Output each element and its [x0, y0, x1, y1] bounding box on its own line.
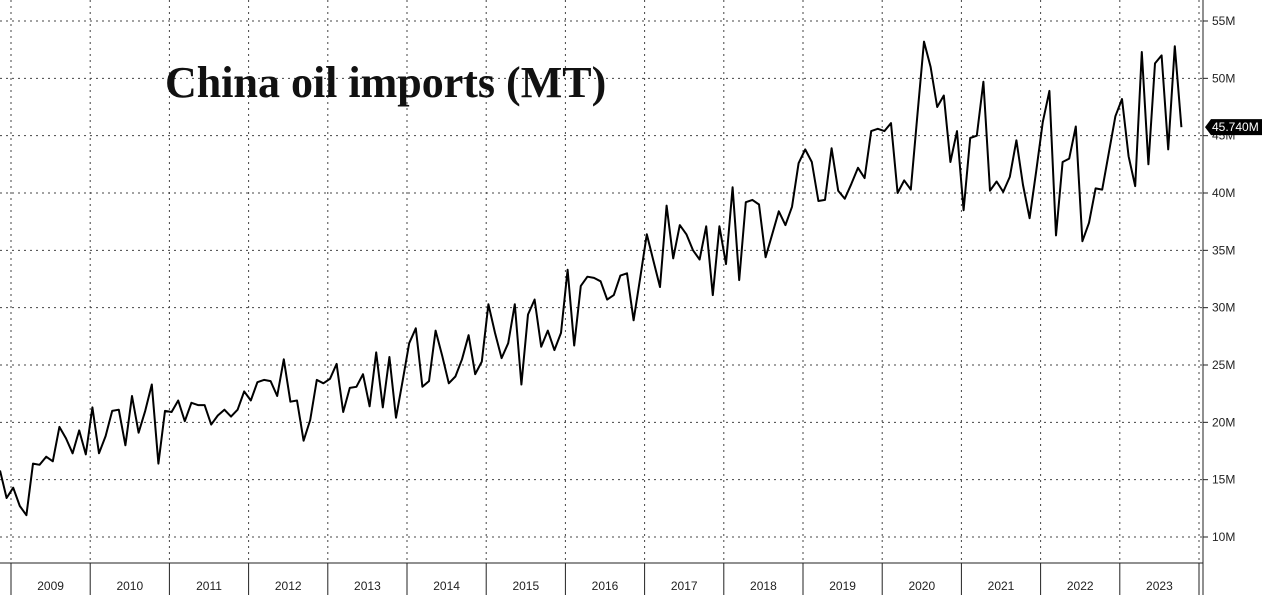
chart-series	[0, 40, 1183, 517]
chart-title: China oil imports (MT)	[165, 58, 606, 107]
last-value-tag	[1205, 119, 1262, 136]
x-tick-label: 2011	[196, 579, 222, 593]
x-tick-label: 2017	[671, 579, 698, 593]
x-tick-label: 2012	[275, 579, 302, 593]
x-tick-label: 2020	[908, 579, 935, 593]
x-tick-label: 2023	[1146, 579, 1173, 593]
x-tick-label: 2013	[354, 579, 381, 593]
y-tick-label: 35M	[1212, 243, 1235, 257]
y-tick-label: 15M	[1212, 473, 1235, 487]
y-tick-label: 30M	[1212, 301, 1235, 315]
y-tick-label: 20M	[1212, 415, 1235, 429]
y-tick-label: 40M	[1212, 186, 1235, 200]
x-tick-label: 2022	[1067, 579, 1094, 593]
x-tick-label: 2016	[592, 579, 619, 593]
last-value-label: 45.740M	[1212, 120, 1259, 134]
x-tick-label: 2019	[829, 579, 856, 593]
x-tick-label: 2009	[37, 579, 64, 593]
x-tick-label: 2014	[433, 579, 460, 593]
series-line	[0, 40, 1183, 517]
y-tick-label: 50M	[1212, 71, 1235, 85]
x-tick-label: 2021	[988, 579, 1015, 593]
x-tick-label: 2018	[750, 579, 777, 593]
x-tick-label: 2010	[116, 579, 143, 593]
y-tick-label: 25M	[1212, 358, 1235, 372]
chart-grid	[0, 0, 1203, 563]
x-tick-label: 2015	[512, 579, 539, 593]
y-tick-label: 10M	[1212, 530, 1235, 544]
y-tick-label: 55M	[1212, 14, 1235, 28]
